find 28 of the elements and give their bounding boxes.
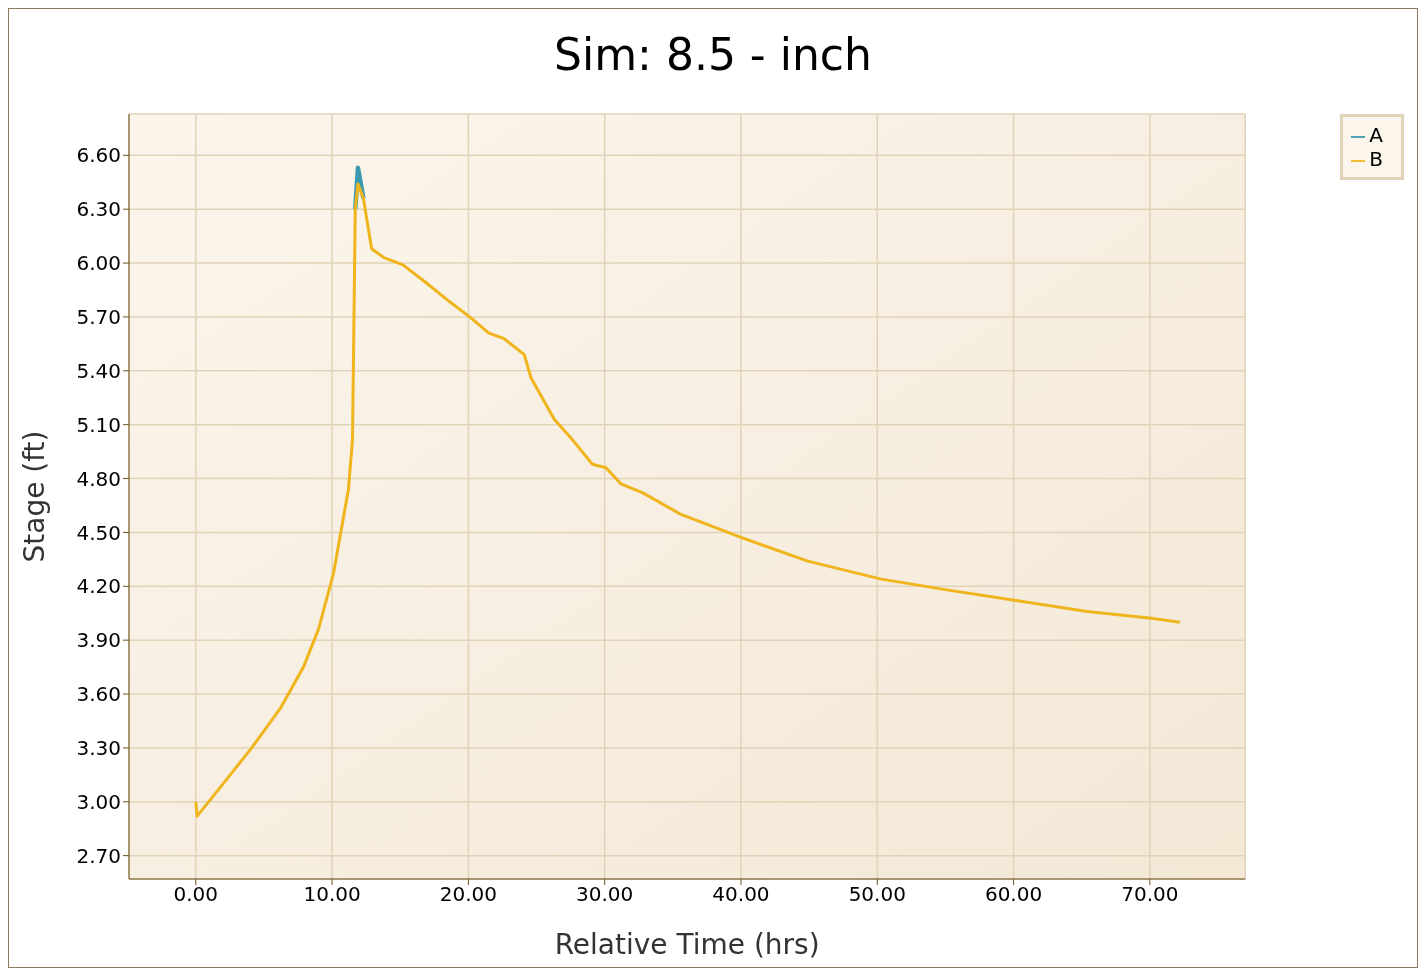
legend-label: A [1369,123,1383,147]
x-axis-title: Relative Time (hrs) [554,928,820,961]
line-series [194,182,1182,818]
y-tick-label: 3.00 [76,789,121,814]
x-tick-label: 0.00 [173,882,219,907]
y-tick-label: 5.10 [76,412,121,437]
x-tick-label: 70.00 [1121,882,1179,907]
y-tick-label: 4.20 [76,574,121,599]
x-tick-label: 10.00 [303,882,361,907]
y-tick-label: 6.30 [76,197,121,222]
x-tick-label: 20.00 [439,882,498,907]
y-tick-label: 3.90 [76,628,121,653]
chart-title: Sim: 8.5 - inch [553,28,873,82]
y-axis-title: Stage (ft) [17,430,51,563]
y-tick-label: 4.50 [76,520,121,545]
y-tick-label: 6.60 [76,143,121,168]
y-tick-label: 3.60 [76,682,121,707]
y-tick-label: 5.70 [76,305,121,330]
y-tick-label: 4.80 [76,466,121,491]
x-tick-label: 40.00 [712,882,770,907]
x-tick-label: 30.00 [576,882,634,907]
legend-label: B [1369,147,1383,171]
y-tick-label: 5.40 [76,358,121,383]
y-tick-label: 6.00 [76,251,121,276]
x-tick-label: 50.00 [848,882,906,907]
y-tick-label: 2.70 [76,843,121,868]
x-tick-label: 60.00 [984,882,1043,907]
y-tick-label: 3.30 [76,736,121,761]
